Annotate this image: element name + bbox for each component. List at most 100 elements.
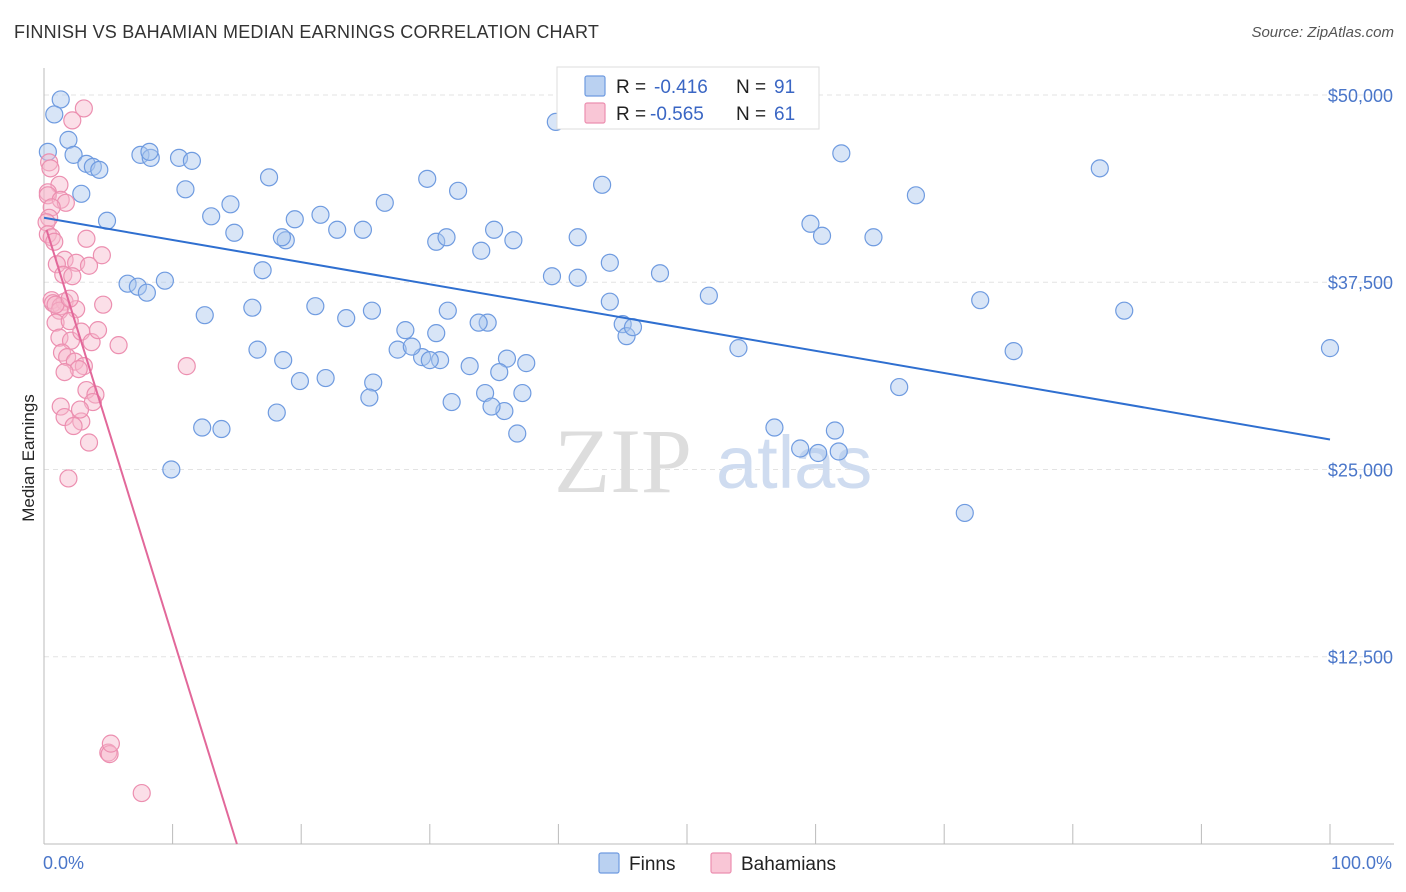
- finns-point: [542, 267, 562, 286]
- bahamians-point: [79, 433, 99, 452]
- source-label: Source: ZipAtlas.com: [1251, 24, 1394, 41]
- legend-finns-n-label: N =: [736, 77, 766, 98]
- finns-point: [225, 223, 244, 242]
- finns-point: [699, 286, 718, 305]
- finns-point: [118, 274, 137, 293]
- bahamians-point: [109, 336, 128, 355]
- bahamians-point: [63, 111, 82, 130]
- finns-point: [729, 339, 748, 358]
- finns-point: [1115, 301, 1134, 320]
- legend-bottom-bahamians-swatch: [710, 852, 732, 874]
- x-tick-label-max: 100.0%: [1331, 853, 1392, 873]
- finns-point: [600, 292, 619, 311]
- bahamians-point: [70, 400, 90, 419]
- finns-point: [482, 397, 501, 416]
- finns-point: [513, 383, 532, 403]
- legend-bahamians-swatch: [584, 102, 606, 124]
- finns-point: [128, 277, 147, 296]
- bahamians-point: [69, 359, 88, 379]
- finns-trend-line: [43, 216, 1331, 441]
- finns-point: [613, 315, 632, 334]
- finns-point: [971, 291, 990, 310]
- legend-bottom-bahamians-label: Bahamians: [741, 854, 836, 875]
- finns-point: [593, 175, 612, 194]
- bahamians-point: [94, 295, 113, 314]
- finns-point: [497, 349, 517, 368]
- finns-point: [485, 220, 504, 239]
- finns-point: [568, 268, 587, 287]
- bahamians-point: [59, 469, 78, 488]
- bahamians-point: [177, 357, 196, 376]
- finns-point: [375, 193, 394, 212]
- finns-point: [274, 351, 293, 370]
- finns-point: [460, 357, 479, 376]
- finns-point: [825, 421, 844, 440]
- finns-point: [955, 503, 974, 523]
- finns-point: [472, 241, 491, 260]
- finns-point: [809, 443, 828, 463]
- legend-finns-swatch: [584, 75, 606, 97]
- finns-point: [801, 214, 820, 233]
- finns-point: [337, 309, 356, 328]
- y-tick-label: $37,500: [1328, 273, 1393, 293]
- y-tick-labels: $50,000 $37,500 $25,000 $12,500: [1328, 86, 1393, 668]
- finns-point: [259, 168, 279, 187]
- bahamians-point: [50, 328, 69, 347]
- finns-point: [155, 271, 174, 290]
- finns-point: [221, 195, 240, 214]
- finns-point: [182, 151, 201, 170]
- finns-point: [141, 148, 160, 167]
- finns-point: [212, 419, 231, 439]
- finns-point: [195, 306, 214, 325]
- finns-point: [829, 442, 848, 461]
- bahamians-point: [41, 159, 60, 178]
- finns-point: [650, 264, 670, 283]
- finns-point: [508, 424, 527, 443]
- finns-point: [832, 144, 851, 163]
- finns-point: [442, 392, 461, 412]
- finns-point: [402, 337, 421, 356]
- finns-point: [267, 403, 286, 422]
- finns-point: [353, 220, 373, 239]
- finns-point: [504, 231, 523, 250]
- finns-point: [137, 283, 156, 302]
- trend-lines: [43, 216, 1331, 845]
- bahamians-point: [77, 229, 96, 248]
- chart-title: FINNISH VS BAHAMIAN MEDIAN EARNINGS CORR…: [14, 22, 600, 42]
- watermark-zip: ZIP: [554, 410, 692, 512]
- finns-point: [427, 324, 446, 343]
- bahamians-point: [64, 416, 83, 436]
- finns-point: [176, 180, 195, 199]
- finns-point: [162, 460, 181, 479]
- finns-point: [64, 145, 83, 164]
- legend-bahamians-n-value: 61: [774, 104, 795, 125]
- bahamians-point: [63, 267, 82, 286]
- legend-bahamians-r-label: R =: [616, 104, 646, 125]
- watermark-atlas: atlas: [716, 421, 872, 504]
- legend-finns-r-label: R =: [616, 77, 646, 98]
- legend-bahamians-n-label: N =: [736, 104, 766, 125]
- bahamians-points: [37, 99, 196, 803]
- finns-point: [202, 207, 221, 226]
- finns-point: [311, 205, 330, 224]
- finns-point: [906, 186, 926, 205]
- finns-point: [243, 298, 262, 317]
- bahamians-point: [101, 734, 120, 753]
- finns-point: [437, 228, 456, 247]
- finns-point: [90, 160, 109, 179]
- finns-point: [290, 371, 310, 391]
- finns-point: [568, 228, 587, 247]
- bahamians-point: [45, 232, 64, 251]
- y-tick-label: $25,000: [1328, 460, 1393, 480]
- finns-point: [306, 297, 325, 316]
- finns-point: [517, 354, 536, 373]
- legend-bottom-finns-swatch: [598, 852, 620, 874]
- finns-point: [388, 340, 407, 359]
- grid-lines: [44, 94, 1394, 658]
- finns-point: [420, 351, 439, 370]
- finns-point: [51, 90, 70, 109]
- finns-point: [193, 418, 212, 437]
- finns-point: [1320, 339, 1340, 358]
- bahamians-point: [55, 362, 74, 382]
- finns-point: [765, 418, 784, 437]
